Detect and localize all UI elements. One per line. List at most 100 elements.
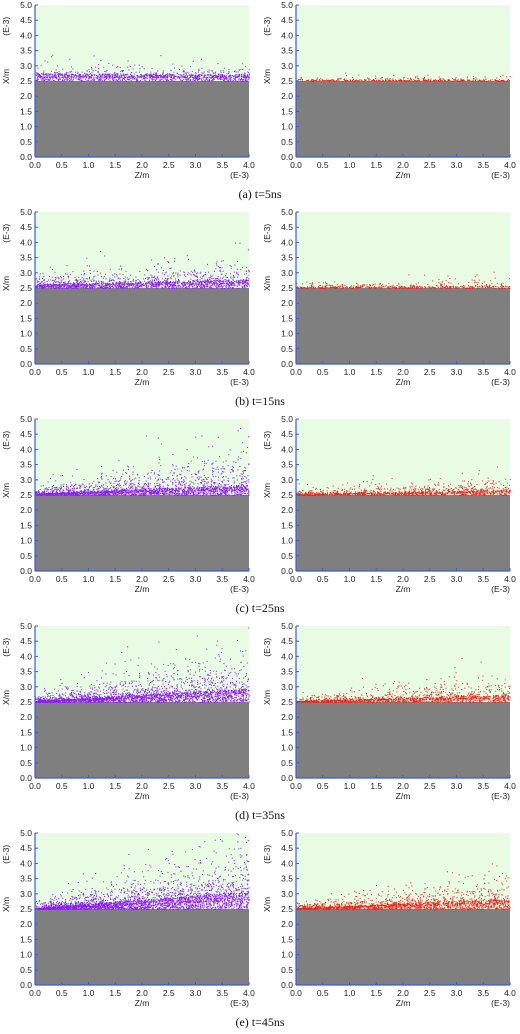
particle-point bbox=[194, 77, 196, 79]
particle-point bbox=[229, 283, 231, 285]
substrate-region bbox=[296, 288, 510, 364]
particle-point bbox=[424, 79, 426, 81]
particle-point bbox=[307, 287, 309, 289]
particle-point bbox=[188, 470, 190, 472]
particle-point bbox=[113, 77, 115, 79]
particle-point bbox=[496, 79, 498, 81]
particle-point bbox=[91, 68, 93, 70]
particle-point bbox=[197, 486, 199, 488]
particle-point bbox=[463, 79, 465, 81]
particle-point bbox=[203, 281, 205, 283]
particle-point bbox=[175, 287, 177, 289]
particle-point bbox=[336, 284, 338, 286]
particle-point bbox=[239, 74, 241, 76]
particle-point bbox=[158, 281, 160, 283]
particle-point bbox=[49, 73, 51, 75]
particle-point bbox=[149, 277, 151, 279]
particle-point bbox=[226, 78, 228, 80]
particle-point bbox=[161, 286, 163, 288]
particle-point bbox=[134, 77, 136, 79]
particle-point bbox=[145, 282, 147, 284]
particle-point bbox=[156, 74, 158, 76]
particle-point bbox=[217, 283, 219, 285]
particle-point bbox=[58, 277, 60, 279]
particle-point bbox=[444, 81, 446, 82]
particle-point bbox=[400, 287, 402, 289]
particle-point bbox=[108, 75, 110, 77]
x-tick-label: 0.5 bbox=[317, 367, 329, 377]
particle-point bbox=[99, 77, 101, 79]
particle-point bbox=[105, 287, 107, 289]
particle-point bbox=[181, 75, 183, 77]
particle-point bbox=[489, 280, 491, 282]
particle-point bbox=[248, 492, 250, 494]
particle-point bbox=[350, 80, 352, 82]
particle-point bbox=[149, 74, 151, 76]
particle-point bbox=[226, 286, 228, 288]
particle-point bbox=[195, 282, 197, 284]
particle-point bbox=[465, 287, 467, 289]
particle-point bbox=[141, 66, 143, 68]
particle-point bbox=[374, 75, 376, 77]
particle-point bbox=[192, 287, 194, 289]
particle-point bbox=[172, 76, 174, 78]
particle-point bbox=[135, 78, 137, 80]
particle-point bbox=[206, 280, 208, 282]
particle-point bbox=[52, 74, 54, 76]
particle-point bbox=[54, 73, 56, 75]
particle-point bbox=[442, 281, 444, 283]
particle-point bbox=[359, 286, 361, 288]
particle-point bbox=[219, 285, 221, 287]
particle-point bbox=[213, 494, 215, 496]
particle-point bbox=[343, 287, 345, 289]
particle-point bbox=[86, 283, 88, 285]
particle-point bbox=[362, 285, 364, 287]
particle-point bbox=[390, 80, 391, 82]
particle-point bbox=[248, 69, 250, 71]
particle-point bbox=[341, 284, 343, 286]
particle-point bbox=[475, 285, 477, 287]
particle-point bbox=[159, 459, 161, 461]
particle-point bbox=[177, 490, 179, 492]
particle-point bbox=[352, 287, 353, 289]
particle-point bbox=[57, 488, 59, 490]
y-tick-label: 4.5 bbox=[281, 15, 293, 25]
particle-point bbox=[118, 282, 120, 284]
particle-point bbox=[92, 489, 94, 491]
particle-point bbox=[196, 77, 198, 79]
particle-point bbox=[92, 285, 94, 287]
particle-point bbox=[345, 287, 347, 289]
particle-point bbox=[228, 493, 230, 495]
particle-point bbox=[172, 286, 174, 288]
particle-point bbox=[117, 73, 119, 75]
particle-point bbox=[204, 280, 206, 282]
particle-point bbox=[380, 78, 382, 80]
particle-point bbox=[66, 283, 68, 285]
particle-point bbox=[200, 283, 202, 285]
particle-point bbox=[185, 283, 187, 285]
particle-point bbox=[219, 75, 221, 77]
particle-point bbox=[218, 73, 220, 75]
particle-point bbox=[118, 268, 120, 270]
particle-point bbox=[195, 78, 197, 80]
particle-point bbox=[119, 282, 121, 284]
particle-point bbox=[74, 282, 76, 284]
particle-point bbox=[55, 284, 57, 286]
particle-point bbox=[59, 284, 61, 286]
particle-point bbox=[53, 80, 55, 82]
particle-point bbox=[220, 270, 222, 272]
particle-point bbox=[225, 76, 227, 78]
particle-point bbox=[137, 287, 139, 289]
particle-point bbox=[140, 76, 142, 78]
particle-point bbox=[324, 281, 326, 283]
particle-point bbox=[229, 77, 231, 79]
particle-point bbox=[43, 279, 45, 281]
particle-point bbox=[118, 284, 120, 286]
particle-point bbox=[229, 284, 231, 286]
particle-point bbox=[398, 286, 400, 288]
particle-point bbox=[200, 285, 202, 287]
particle-point bbox=[145, 283, 147, 285]
particle-point bbox=[425, 80, 427, 82]
particle-point bbox=[101, 285, 103, 287]
particle-point bbox=[228, 80, 230, 82]
